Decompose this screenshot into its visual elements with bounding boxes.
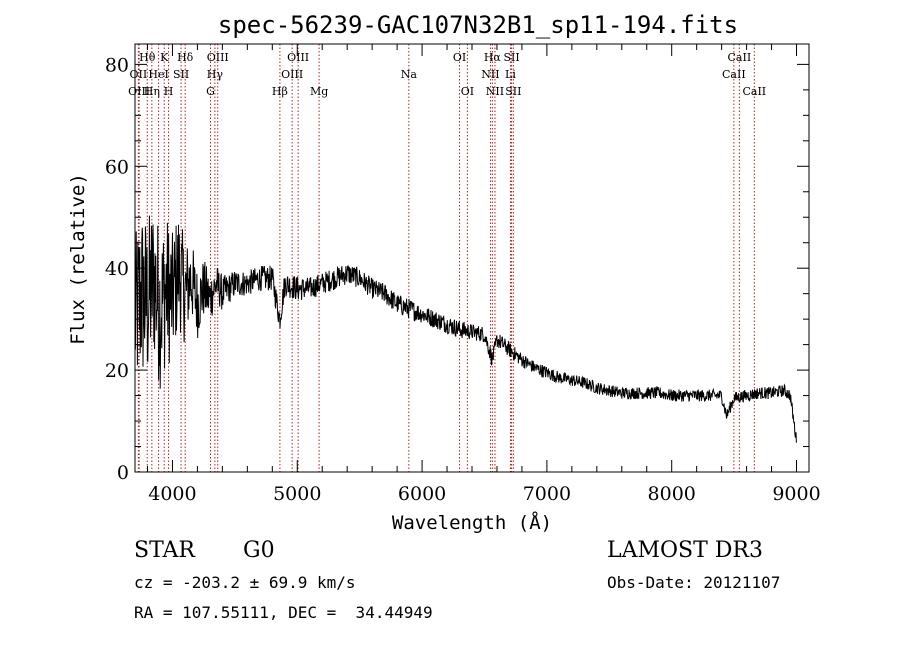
line-label-Hη: Hη: [144, 85, 160, 98]
line-label-Mg: Mg: [310, 85, 328, 98]
y-axis-label: Flux (relative): [67, 173, 89, 345]
flux-series-line: [134, 215, 797, 443]
line-label-SII: SII: [505, 85, 521, 98]
coordinates: RA = 107.55111, DEC = 34.44949: [134, 603, 433, 622]
x-axis-ticks: 4000 5000 6000 7000 8000 9000: [146, 44, 821, 505]
object-subclass: G0: [243, 538, 275, 563]
line-label-NII: NII: [486, 85, 504, 98]
line-label-OIII: OIII: [128, 85, 150, 98]
x-tick-label: 7000: [523, 483, 571, 505]
line-label-Hδ: Hδ: [177, 51, 194, 64]
x-tick-label: 4000: [148, 483, 196, 505]
line-label-CaII: CaII: [722, 68, 746, 81]
line-label-HeI: HeI: [148, 68, 168, 81]
observation-date: Obs-Date: 20121107: [607, 573, 781, 592]
line-label-Li: Li: [505, 68, 516, 81]
line-label-G: G: [206, 85, 215, 98]
line-label-OII: OII: [130, 68, 148, 81]
line-label-SII: SII: [503, 51, 519, 64]
y-tick-label: 60: [105, 156, 129, 178]
spectral-line-markers: [137, 44, 755, 472]
y-axis-ticks: 0 20 40 60 80: [105, 54, 809, 484]
line-label-OIII: OIII: [281, 68, 303, 81]
chart-title: spec-56239-GAC107N32B1_sp11-194.fits: [218, 11, 738, 39]
redshift-velocity: cz = -203.2 ± 69.9 km/s: [134, 573, 356, 592]
line-label-K: K: [160, 51, 169, 64]
line-label-Hγ: Hγ: [207, 68, 224, 81]
line-label-OIII: OIII: [207, 51, 229, 64]
plot-frame: [134, 43, 810, 473]
y-tick-label: 80: [105, 54, 129, 76]
line-label-Hα: Hα: [484, 51, 502, 64]
x-tick-label: 5000: [273, 483, 321, 505]
object-class: STAR: [134, 538, 195, 563]
line-label-Hβ: Hβ: [272, 85, 288, 98]
x-tick-label: 9000: [772, 483, 820, 505]
line-label-SII: SII: [173, 68, 189, 81]
line-label-CaII: CaII: [728, 51, 752, 64]
x-tick-label: 8000: [648, 483, 696, 505]
line-label-OIII: OIII: [287, 51, 309, 64]
x-tick-label: 6000: [398, 483, 446, 505]
line-label-NII: NII: [481, 68, 499, 81]
survey-name: LAMOST DR3: [607, 538, 763, 563]
line-label-Na: Na: [401, 68, 418, 81]
y-tick-label: 20: [105, 360, 129, 382]
y-tick-label: 0: [117, 462, 129, 484]
line-label-OI: OI: [461, 85, 474, 98]
y-tick-label: 40: [105, 258, 129, 280]
line-label-CaII: CaII: [742, 85, 766, 98]
x-axis-label: Wavelength (Å): [392, 511, 552, 534]
line-label-H: H: [164, 85, 174, 98]
line-label-OI: OI: [453, 51, 466, 64]
line-label-Hθ: Hθ: [139, 51, 156, 64]
